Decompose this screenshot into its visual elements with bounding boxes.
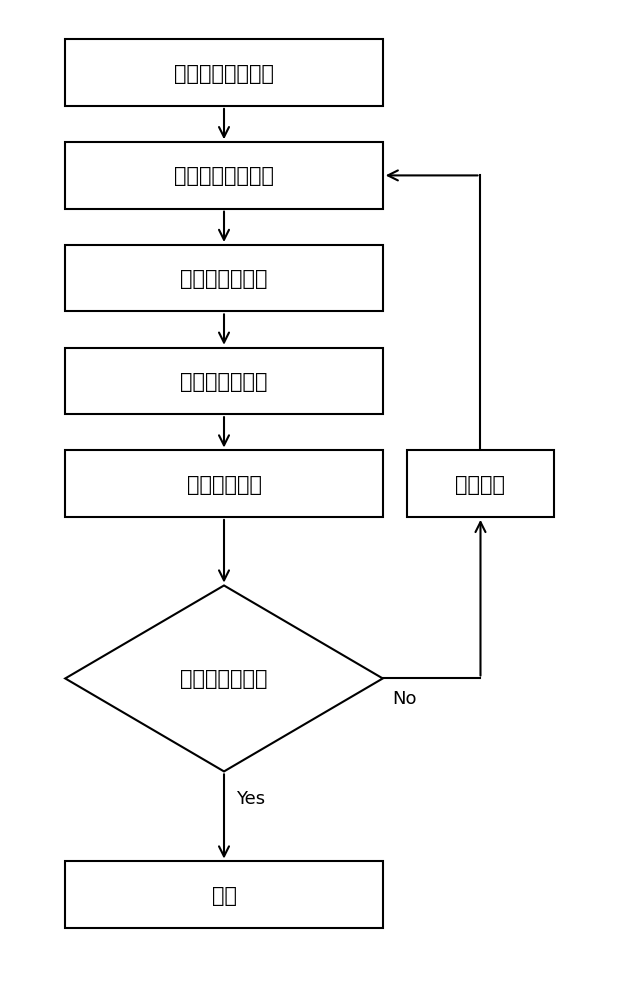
Text: 结束: 结束 [212, 884, 236, 905]
FancyBboxPatch shape [65, 40, 383, 106]
Text: 轮廓测量模型建模: 轮廓测量模型建模 [174, 167, 274, 186]
Text: 修正模型: 修正模型 [456, 474, 506, 494]
FancyBboxPatch shape [65, 862, 383, 928]
Text: 对目标函数优化: 对目标函数优化 [180, 269, 268, 289]
Text: 测量对准误差分析: 测量对准误差分析 [174, 63, 274, 84]
FancyBboxPatch shape [65, 348, 383, 415]
FancyBboxPatch shape [65, 143, 383, 209]
Text: 满足求解精度？: 满足求解精度？ [180, 669, 268, 689]
FancyBboxPatch shape [65, 246, 383, 313]
FancyBboxPatch shape [407, 451, 554, 518]
Text: 实验验证误差: 实验验证误差 [186, 474, 261, 494]
FancyBboxPatch shape [65, 451, 383, 518]
Text: Yes: Yes [236, 789, 266, 807]
Text: 求解各偏置误差: 求解各偏置误差 [180, 372, 268, 391]
Polygon shape [65, 586, 383, 772]
Text: No: No [392, 689, 417, 707]
